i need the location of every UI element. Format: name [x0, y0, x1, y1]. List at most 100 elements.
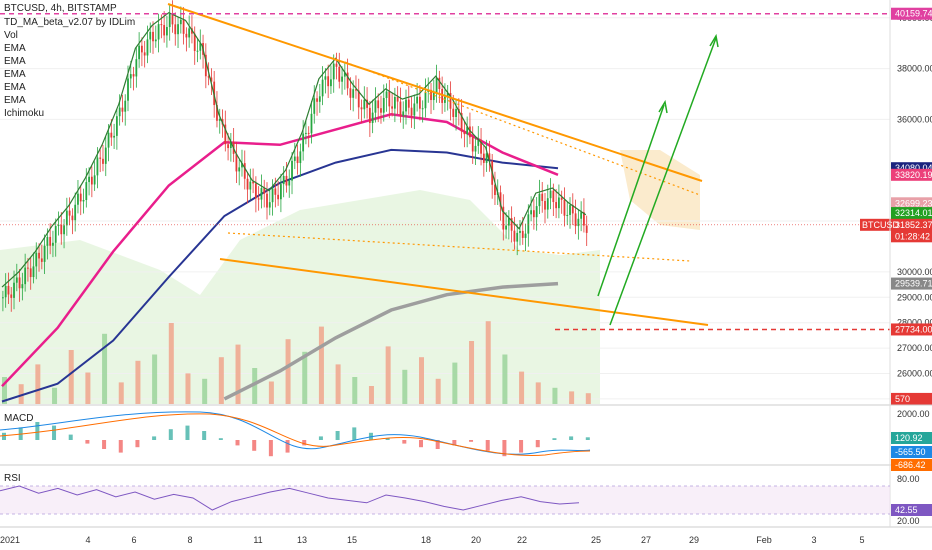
candle-body [29, 268, 32, 278]
candle-body [90, 176, 93, 185]
macd-hist-bar [302, 440, 307, 446]
price-tag [891, 7, 932, 20]
candle-body [27, 267, 29, 269]
candle-body [168, 14, 171, 28]
macd-hist-bar [335, 431, 340, 440]
candle-body [357, 90, 360, 108]
price-tag-label: 29539.71 [895, 279, 932, 289]
candle-body [363, 99, 366, 110]
candle-body [74, 204, 77, 221]
candle-body [527, 214, 530, 234]
volume-bar [368, 386, 374, 404]
candle-body [43, 245, 46, 262]
time-axis-label: 25 [591, 535, 601, 545]
time-axis-label: 15 [347, 535, 357, 545]
lower-trendline [219, 258, 709, 326]
candle-body [121, 107, 124, 112]
macd-tick-label: 2000.00 [897, 409, 930, 419]
candle-body [368, 107, 371, 124]
candle-body [416, 96, 419, 104]
volume-bar [252, 368, 258, 404]
candle-body [285, 175, 288, 186]
macd-hist-bar [552, 438, 557, 440]
candle-body [110, 132, 113, 138]
macd-hist-bar [485, 440, 490, 451]
price-tag-label: 27734.00 [895, 324, 932, 334]
candle-body [438, 77, 441, 90]
candle-body [366, 99, 368, 108]
time-axis-label: 27 [641, 535, 651, 545]
macd-tag [891, 432, 932, 444]
rsi-tick-label: 20.00 [897, 516, 920, 526]
descending-trendline [167, 3, 703, 182]
candle-body [124, 100, 127, 112]
candle-body [280, 184, 282, 200]
candle-body [54, 226, 57, 243]
candle-body [113, 135, 115, 138]
candle-body [243, 163, 246, 179]
volume-bar [402, 369, 408, 404]
symbol-tag [860, 218, 891, 231]
macd-hist-bar [569, 436, 574, 440]
volume-bar [2, 377, 7, 404]
candle-body [32, 266, 35, 278]
candle-body [402, 111, 405, 116]
price-tag-label: 31852.37 [895, 220, 932, 230]
candle-body [266, 193, 268, 208]
candle-body [291, 160, 293, 181]
candle-body [313, 98, 316, 114]
indicator-legend-item: Vol [4, 30, 18, 41]
candle-body [199, 43, 202, 51]
candle-body [499, 192, 502, 207]
candle-body [446, 93, 449, 97]
time-axis-label: 29 [689, 535, 699, 545]
indicator-legend-item: EMA [4, 82, 26, 93]
time-axis-label: Feb [756, 535, 772, 545]
candle-body [4, 285, 7, 298]
candle-body [7, 285, 10, 295]
price-tag [891, 323, 932, 336]
indicator-legend-item: Ichimoku [4, 108, 44, 119]
macd-hist-bar [318, 436, 323, 440]
candle-body [104, 147, 107, 164]
rsi-tag-label: 42.55 [895, 505, 918, 515]
macd-hist-bar [185, 425, 190, 440]
volume-bar [285, 339, 291, 404]
volume-bar [352, 377, 358, 404]
price-tick-label: 27000.00 [897, 343, 932, 353]
macd-hist-bar [402, 440, 407, 444]
symbol-tag-label: BTCUSD [862, 220, 900, 230]
candle-body [99, 157, 102, 159]
macd-hist-bar [118, 440, 123, 453]
macd-hist-bar [168, 429, 173, 440]
candle-body [135, 59, 138, 77]
candle-body [346, 72, 349, 89]
time-axis-label: 18 [421, 535, 431, 545]
indicator-legend-item: EMA [4, 56, 26, 67]
volume-bar [552, 387, 558, 404]
macd-hist-bar [419, 440, 423, 448]
macd-hist-bar [585, 437, 590, 440]
candle-body [299, 151, 302, 164]
price-tick-label: 38000.00 [897, 64, 932, 74]
candle-body [335, 63, 338, 67]
candle-body [88, 176, 90, 183]
candle-body [204, 54, 207, 77]
indicator-legend-item: EMA [4, 69, 26, 80]
candle-body [277, 194, 280, 200]
candle-body [571, 205, 574, 214]
candle-body [583, 212, 585, 226]
macd-hist-bar [202, 431, 207, 440]
candle-body [82, 199, 85, 202]
candle-body [371, 112, 374, 124]
macd-signal-line [0, 413, 591, 457]
candle-body [405, 99, 407, 112]
candle-body [558, 197, 560, 209]
price-tick-label: 30000.00 [897, 267, 932, 277]
candle-body [341, 76, 343, 82]
volume-bar [452, 362, 458, 404]
time-axis-label: 6 [131, 535, 136, 545]
candle-body [18, 277, 21, 289]
volume-bar [485, 321, 491, 404]
candle-body [441, 89, 444, 103]
